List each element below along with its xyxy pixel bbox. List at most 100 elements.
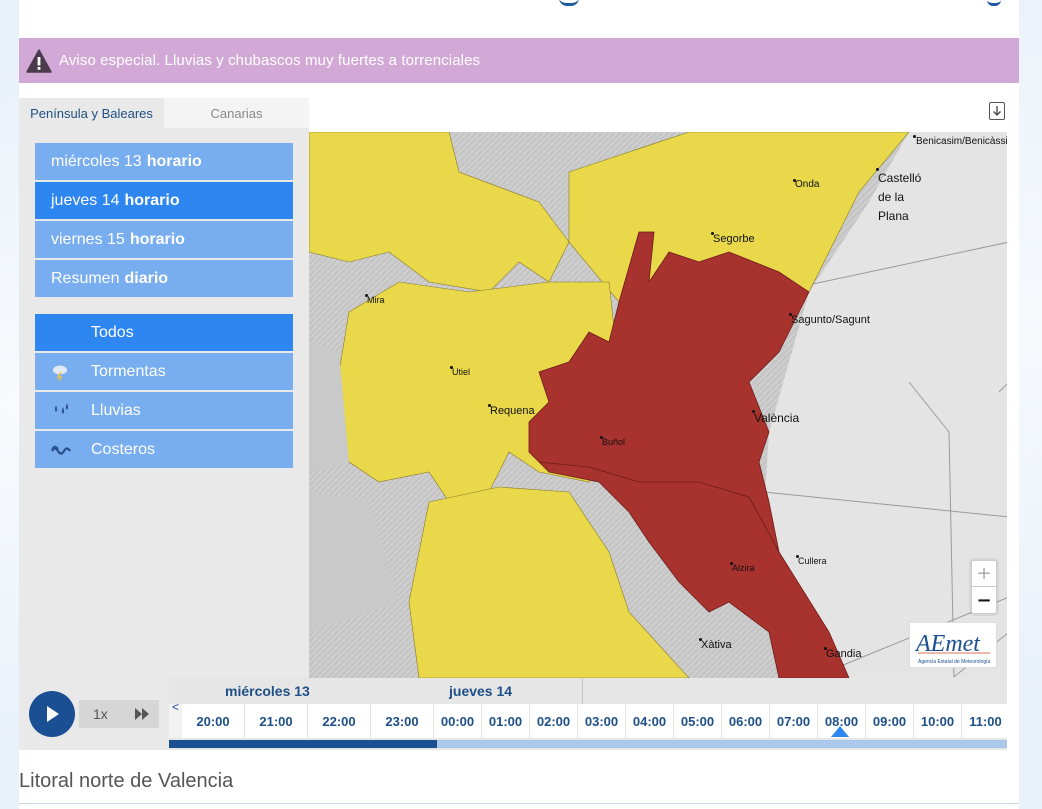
day-suffix: diario [124, 269, 169, 287]
city-dot [488, 404, 491, 407]
storm-icon [53, 365, 67, 381]
timeline-prev-arrow[interactable]: < [172, 700, 180, 714]
category-tormentas[interactable]: Tormentas [35, 353, 293, 390]
category-todos[interactable]: Todos [35, 314, 293, 351]
fast-forward-icon[interactable] [133, 707, 151, 721]
city-label: Castelló de la Plana [878, 171, 922, 223]
logo-subtitle: Agencia Estatal de Meteorología [918, 659, 990, 665]
timeline: 1x miércoles 13 jueves 14 < > 20:00 21:0… [19, 678, 1007, 750]
timeline-hour[interactable]: 23:00 [371, 704, 434, 738]
timeline-hour[interactable]: 10:00 [914, 704, 962, 738]
warning-banner: Aviso especial. Lluvias y chubascos muy … [19, 38, 1019, 83]
timeline-hour[interactable]: 11:00 [962, 704, 1007, 738]
timeline-progress-track [169, 740, 1007, 748]
day-item-viernes[interactable]: viernes 15 horario [35, 221, 293, 258]
day-label: jueves 14 [51, 191, 120, 209]
zoom-out-button[interactable]: − [976, 589, 992, 611]
city-label: Requena [490, 405, 535, 417]
header-strip [19, 0, 1019, 10]
header-decoration [987, 0, 1001, 6]
category-label: Lluvias [91, 401, 141, 419]
rain-icon [55, 403, 68, 414]
warning-text: Aviso especial. Lluvias y chubascos muy … [59, 52, 481, 69]
timeline-hour[interactable]: 20:00 [182, 704, 245, 738]
tab-canarias[interactable]: Canarias [164, 98, 309, 128]
city-dot [913, 135, 916, 138]
timeline-day-separator [582, 678, 583, 704]
city-label: València [754, 411, 800, 425]
category-lluvias[interactable]: Lluvias [35, 392, 293, 429]
play-icon [47, 706, 59, 722]
day-item-resumen[interactable]: Resumen diario [35, 260, 293, 297]
timeline-hour[interactable]: 21:00 [245, 704, 308, 738]
timeline-hour[interactable]: 01:00 [482, 704, 530, 738]
timeline-hour[interactable]: 06:00 [722, 704, 770, 738]
category-label: Costeros [91, 440, 156, 458]
timeline-hour[interactable]: 07:00 [770, 704, 818, 738]
zoom-in-button[interactable]: + [972, 561, 996, 587]
city-dot [796, 555, 799, 558]
aemet-logo-image: AEmet Agencia Estatal de Meteorología [914, 631, 990, 665]
city-dot [789, 313, 792, 316]
timeline-hour-selected[interactable]: 08:00 [818, 704, 866, 738]
sidebar: miércoles 13 horario jueves 14 horario vie… [19, 128, 309, 678]
waves-icon [51, 445, 71, 455]
day-item-miercoles[interactable]: miércoles 13 horario [35, 143, 293, 180]
terrain-area [309, 342, 399, 632]
day-label: miércoles 13 [51, 152, 142, 170]
city-dot [876, 168, 879, 171]
speed-control[interactable]: 1x [79, 700, 159, 728]
region-tabs: Península y Baleares Canarias [19, 98, 309, 128]
city-dot [450, 366, 453, 369]
page-container: Aviso especial. Lluvias y chubascos muy … [19, 0, 1019, 809]
day-label: viernes 15 [51, 230, 125, 248]
download-icon [993, 106, 1001, 116]
tab-peninsula[interactable]: Península y Baleares [19, 98, 164, 128]
timeline-hours: 20:00 21:00 22:00 23:00 00:00 01:00 02:0… [182, 704, 1007, 738]
timeline-hour[interactable]: 22:00 [308, 704, 371, 738]
city-dot [711, 232, 714, 235]
timeline-days: miércoles 13 jueves 14 [169, 678, 1007, 704]
header-decoration [559, 0, 579, 6]
city-dot [730, 562, 733, 565]
day-suffix: horario [124, 191, 180, 209]
category-costeros[interactable]: Costeros [35, 431, 293, 468]
day-suffix: horario [129, 230, 185, 248]
day-item-jueves[interactable]: jueves 14 horario [35, 182, 293, 219]
timeline-hour[interactable]: 05:00 [674, 704, 722, 738]
warning-icon [26, 48, 52, 73]
city-label: Utiel [452, 367, 471, 377]
timeline-hour[interactable]: 09:00 [866, 704, 914, 738]
zone-border [538, 461, 780, 553]
city-dot [824, 647, 827, 650]
timeline-day-label: jueves 14 [449, 683, 513, 699]
red-zone-valencia [528, 231, 850, 678]
timeline-progress-fill [169, 740, 438, 748]
download-button[interactable] [989, 102, 1005, 120]
play-button[interactable] [29, 691, 75, 737]
timeline-hour[interactable]: 00:00 [434, 704, 482, 738]
city-label: Segorbe [713, 233, 755, 245]
city-dot [365, 294, 368, 297]
city-label: Sagunto/Sagunt [791, 314, 870, 326]
yellow-zone-south [408, 486, 690, 678]
city-label: Benicasim/Benicàssim [916, 136, 1007, 147]
city-label: Cullera [798, 556, 827, 566]
timeline-hour[interactable]: 04:00 [626, 704, 674, 738]
city-dot [793, 179, 796, 182]
timeline-hour[interactable]: 02:00 [530, 704, 578, 738]
timeline-progress[interactable] [169, 738, 1007, 750]
warning-map[interactable]: Benicasim/Benicàssim Castelló de la Plan… [309, 132, 1007, 678]
city-dot [600, 436, 603, 439]
city-label: Alzira [732, 563, 755, 573]
timeline-current-marker[interactable] [831, 726, 849, 737]
yellow-zone-north-west [309, 132, 570, 293]
day-label: Resumen [51, 269, 120, 287]
city-label: Gandia [826, 648, 862, 660]
timeline-hour[interactable]: 03:00 [578, 704, 626, 738]
zone-title: Litoral norte de Valencia [19, 770, 1019, 804]
city-label: Mira [367, 295, 385, 305]
city-dot [699, 638, 702, 641]
zoom-control: + − [971, 560, 997, 614]
aemet-logo: AEmet Agencia Estatal de Meteorología [909, 622, 997, 668]
